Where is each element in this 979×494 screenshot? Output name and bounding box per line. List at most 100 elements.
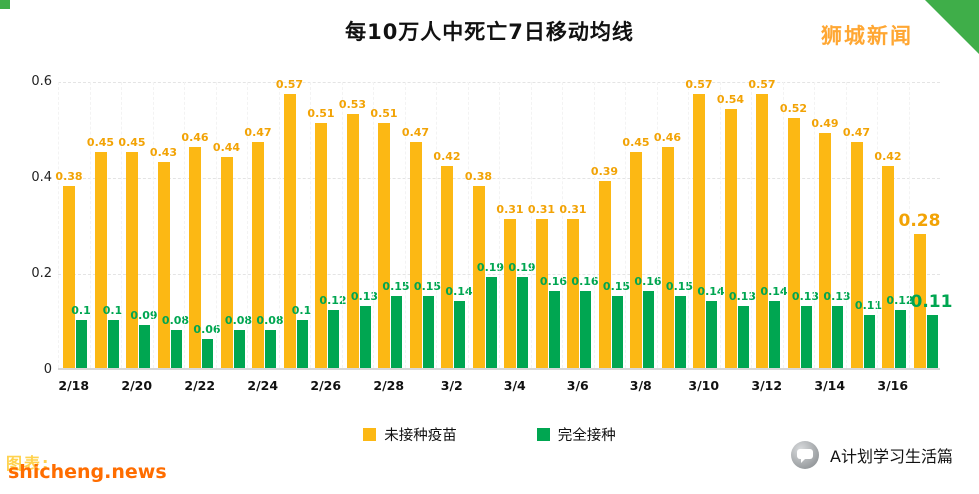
bar-unvaccinated	[630, 152, 642, 368]
brand-name: 狮城新闻	[821, 24, 913, 48]
bar-unvaccinated	[220, 156, 233, 368]
x-axis: 2/18 2/20 2/22 2/24 2/26 2/28 3/2 3/4 3/6 3/8 3/10…	[58, 378, 940, 393]
value-label-unvaccinated: 0.57	[275, 78, 304, 92]
bar-unvaccinated	[661, 147, 674, 368]
value-label-vaccinated: 0.09	[130, 308, 158, 322]
bar-unvaccinated	[441, 166, 453, 368]
bar-vaccinated	[107, 320, 119, 368]
bar-vaccinated	[800, 305, 812, 368]
bar-unvaccinated	[94, 152, 107, 368]
bar-vaccinated	[485, 276, 497, 368]
bar-unvaccinated	[787, 118, 800, 368]
bar-group: 0.38 0.1	[55, 82, 91, 368]
value-label-vaccinated: 0.14	[445, 284, 473, 298]
bar-group: 0.45 0.1	[86, 82, 123, 368]
x-tick-label	[783, 378, 815, 393]
x-tick-label	[720, 378, 752, 393]
bar-unvaccinated	[315, 123, 327, 368]
bar-vaccinated	[76, 320, 87, 368]
bar-vaccinated	[548, 291, 560, 368]
bar-unvaccinated	[913, 233, 926, 368]
bar-group: 0.54 0.13	[716, 82, 756, 368]
bar-unvaccinated	[346, 113, 359, 368]
x-tick-label: 3/4	[503, 378, 526, 393]
value-label-unvaccinated: 0.47	[401, 126, 430, 140]
value-label-unvaccinated: 0.49	[811, 116, 839, 130]
bar-vaccinated	[202, 339, 213, 368]
bar-vaccinated	[926, 315, 938, 368]
value-label-unvaccinated: 0.45	[118, 136, 146, 149]
x-tick-label: 2/18	[58, 378, 90, 393]
value-label-vaccinated: 0.14	[697, 284, 725, 298]
bar-vaccinated	[832, 305, 843, 368]
bar-vaccinated	[674, 296, 686, 368]
legend-label-unvaccinated: 未接种疫苗	[384, 428, 457, 444]
value-label-vaccinated: 0.13	[791, 289, 820, 303]
value-label-unvaccinated: 0.45	[86, 136, 115, 149]
bar-vaccinated	[895, 310, 906, 368]
bar-unvaccinated	[157, 161, 170, 368]
x-tick-label	[342, 378, 374, 393]
value-label-vaccinated: 0.15	[665, 280, 694, 293]
x-tick-label	[279, 378, 311, 393]
value-label-vaccinated: 0.08	[224, 313, 253, 327]
x-tick-label: 3/8	[629, 378, 652, 393]
value-label-vaccinated: 0.15	[382, 280, 410, 293]
bar-group: 0.57 0.14	[748, 79, 788, 368]
bar-unvaccinated	[882, 166, 894, 368]
value-label-unvaccinated: 0.54	[716, 92, 745, 106]
chart-title: 每10万人中死亡7日移动均线	[345, 20, 634, 44]
corner-accent-topleft	[0, 0, 10, 9]
x-tick-label	[531, 378, 563, 393]
value-label-vaccinated: 0.1	[291, 304, 312, 317]
value-label-vaccinated: 0.08	[161, 313, 190, 327]
x-tick-label	[594, 378, 626, 393]
bar-group: 0.47 0.11	[843, 82, 882, 368]
bar-vaccinated	[422, 296, 434, 368]
bar-group: 0.31 0.19	[496, 82, 536, 368]
bar-unvaccinated	[598, 180, 611, 368]
bar-unvaccinated	[252, 142, 264, 368]
bar-unvaccinated	[283, 94, 296, 368]
x-tick-label	[468, 378, 500, 393]
value-label-unvaccinated: 0.39	[590, 164, 619, 178]
value-label-vaccinated: 0.1	[102, 304, 123, 317]
y-tick-label: 0.6	[31, 74, 52, 89]
x-tick-label: 3/12	[751, 378, 783, 393]
bar-unvaccinated	[189, 147, 201, 368]
account-badge: A计划学习生活篇	[790, 440, 953, 470]
legend-item-vaccinated: 完全接种	[536, 424, 616, 445]
value-label-unvaccinated: 0.31	[527, 203, 556, 217]
bar-group: 0.39 0.15	[590, 82, 630, 368]
x-tick-label: 2/22	[184, 378, 216, 393]
x-tick-label: 3/16	[877, 378, 909, 393]
bar-unvaccinated	[693, 94, 705, 368]
legend-label-vaccinated: 完全接种	[557, 428, 616, 444]
bar-unvaccinated	[850, 142, 863, 368]
account-name: A计划学习生活篇	[830, 447, 953, 466]
legend-swatch-unvaccinated	[363, 428, 377, 441]
value-label-vaccinated: 0.1	[71, 304, 91, 317]
y-axis: 0 0.2 0.4 0.6	[14, 74, 52, 377]
value-label-unvaccinated: 0.42	[433, 150, 461, 164]
value-label-vaccinated: 0.13	[728, 289, 757, 303]
bar-group: 0.47 0.15	[401, 82, 441, 368]
bar-group: 0.46 0.06	[181, 82, 221, 368]
bar-vaccinated	[170, 329, 182, 368]
x-tick-label: 2/24	[247, 378, 279, 393]
bar-unvaccinated	[567, 219, 579, 368]
bar-vaccinated	[737, 305, 749, 368]
value-label-vaccinated: 0.16	[539, 275, 568, 289]
bar-vaccinated	[265, 329, 276, 368]
bar-group: 0.46 0.15	[654, 82, 693, 368]
y-tick-label: 0	[43, 362, 52, 377]
bar-group: 0.28 0.11	[899, 82, 952, 368]
bar-vaccinated	[517, 276, 528, 368]
bar-unvaccinated	[63, 185, 75, 368]
bar-unvaccinated	[126, 152, 138, 368]
value-label-vaccinated: 0.13	[350, 289, 379, 303]
value-label-unvaccinated: 0.57	[685, 78, 713, 92]
value-label-unvaccinated: 0.47	[244, 126, 272, 140]
x-tick-label: 2/28	[373, 378, 405, 393]
value-label-unvaccinated: 0.44	[212, 140, 241, 154]
